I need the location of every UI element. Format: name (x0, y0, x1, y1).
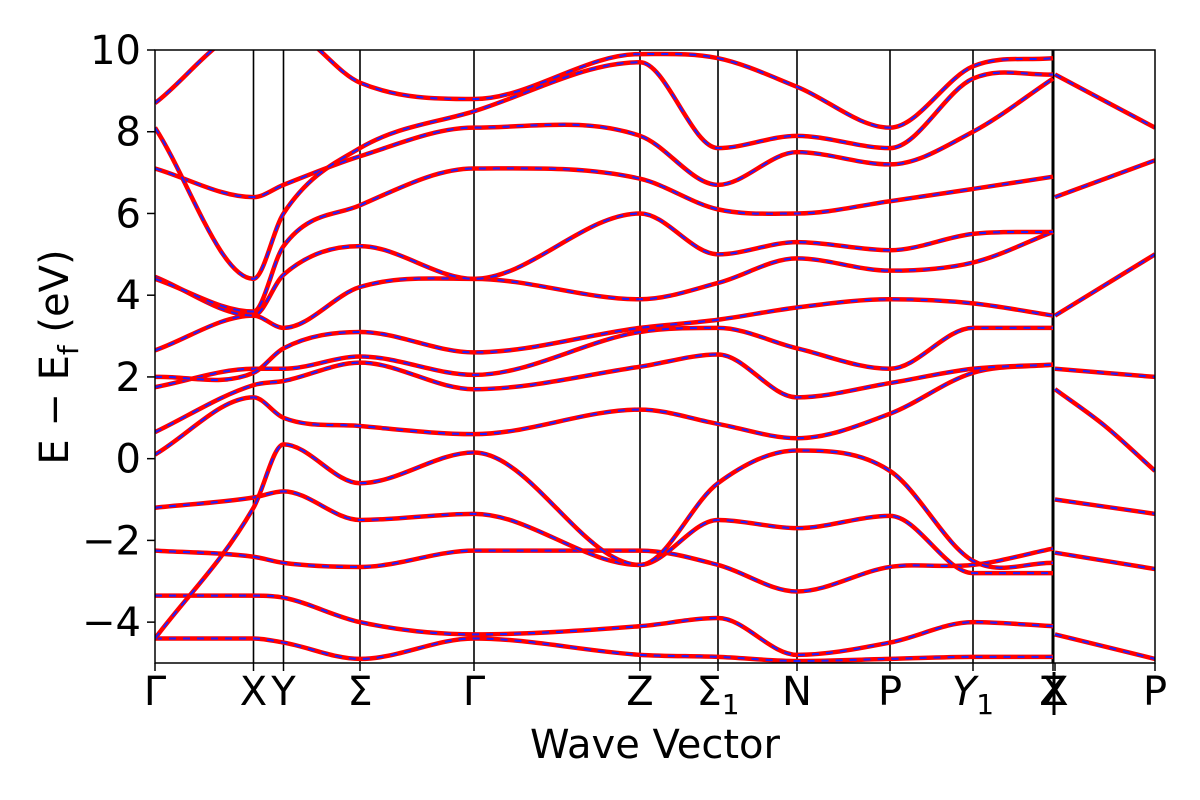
y-tick-label: 0 (116, 437, 141, 483)
band-8-dashed (155, 298, 1054, 381)
x-tick-label-4: Γ (463, 669, 486, 715)
x-tick-label-5: Z (626, 669, 653, 715)
band-18-dashed (1054, 388, 1155, 472)
y-tick-label: 2 (116, 355, 141, 401)
y-axis: −4 −2 0 2 4 6 8 10 (82, 28, 155, 646)
band-4-dashed (155, 443, 1054, 640)
y-tick-label: 10 (90, 28, 141, 74)
band-12-dashed (155, 77, 1054, 199)
band-11-dashed (155, 167, 1054, 313)
y-axis-label: E − Ef (eV) (32, 249, 85, 464)
bands-layer (155, 50, 1155, 663)
band-0-solid (155, 636, 1053, 663)
band-2-solid (155, 546, 1054, 594)
y-tick-label: 6 (116, 191, 141, 237)
band-19-dashed (1054, 367, 1155, 378)
x-tick-label-7: N (782, 669, 812, 715)
y-tick-label: 8 (116, 110, 141, 156)
band-20-dashed (1054, 253, 1155, 317)
band-12-solid (155, 76, 1055, 200)
band-18-solid (1053, 387, 1155, 473)
band-2-dashed (155, 547, 1054, 593)
band-10-dashed (155, 212, 1054, 317)
y-tick-label: −2 (82, 518, 141, 564)
band-7-dashed (155, 326, 1053, 389)
x-tick-label-12: P (1143, 669, 1167, 715)
band-0-dashed (155, 637, 1053, 662)
x-axis: ΓXYΣΓZΣ1NPY1ZXP (144, 663, 1167, 721)
x-tick-label-2: Y (270, 669, 296, 715)
band-9-dashed (155, 230, 1054, 352)
x-axis-label: Wave Vector (530, 722, 781, 768)
x-tick-label-1: X (240, 669, 267, 715)
band-6-dashed (155, 353, 1054, 434)
band-22-dashed (1054, 73, 1155, 129)
x-tick-label-0: Γ (144, 669, 167, 715)
plot-frame (154, 49, 1156, 664)
band-13-dashed (155, 61, 1054, 280)
band-21-solid (1054, 158, 1155, 200)
x-tick-label-6: Σ1 (696, 669, 739, 721)
x-tick-label-3: Σ (347, 669, 372, 715)
y-tick-label: −4 (82, 600, 141, 646)
band-4-solid (155, 442, 1054, 640)
band-14-dashed (155, 50, 1054, 129)
y-tick-label: 4 (116, 273, 141, 319)
band-5-dashed (155, 363, 1054, 456)
x-tick-label-9: Y1 (952, 669, 994, 721)
band-17-solid (1054, 632, 1155, 662)
band-15-dashed (1054, 498, 1155, 515)
band-16-dashed (1054, 551, 1155, 570)
band-1-dashed (155, 594, 1054, 656)
x-tick-label-8: P (878, 669, 902, 715)
band-14-solid (155, 50, 1054, 130)
